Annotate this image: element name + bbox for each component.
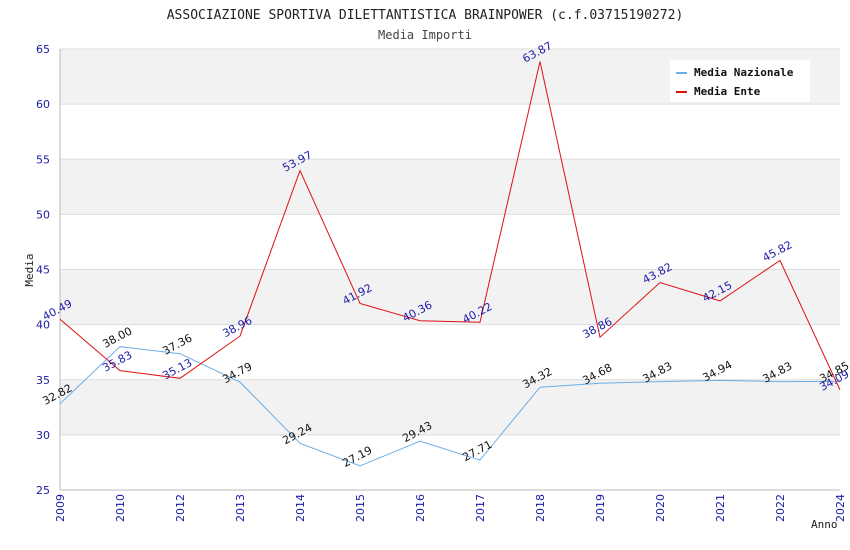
y-tick-label: 40 [36,319,50,332]
grid-band [60,379,840,435]
chart-title: ASSOCIAZIONE SPORTIVA DILETTANTISTICA BR… [167,8,684,23]
axes [59,49,840,491]
x-axis-title: Anno [811,518,838,531]
data-label: 35.83 [100,348,134,374]
x-tick-label: 2015 [354,494,367,522]
x-tick-label: 2018 [534,494,547,522]
x-axis-ticks: 2009 2010 2012 2013 2014 2015 2016 2017 2018 2019… [54,494,847,522]
y-tick-label: 30 [36,429,50,442]
legend-box [670,60,810,102]
data-label: 27.71 [460,438,494,464]
y-axis-title: Media [23,253,36,286]
grid-band [60,269,840,325]
data-label: 27.19 [340,444,374,470]
data-label: 38.00 [100,324,134,350]
y-tick-label: 35 [36,374,50,387]
x-tick-label: 2019 [594,494,607,522]
x-tick-label: 2017 [474,494,487,522]
x-tick-label: 2014 [294,494,307,522]
y-axis-ticks: 25 30 35 40 45 50 55 60 65 [36,43,50,497]
legend: Media Nazionale Media Ente [670,60,810,102]
x-tick-label: 2013 [234,494,247,522]
x-tick-label: 2024 [834,494,847,522]
chart-subtitle: Media Importi [378,28,472,42]
series-line-media-ente [59,61,841,391]
x-tick-label: 2009 [54,494,67,522]
x-tick-label: 2012 [174,494,187,522]
y-tick-label: 25 [36,484,50,497]
grid-bands [60,49,840,435]
y-tick-label: 65 [36,43,50,56]
legend-label: Media Ente [694,85,761,98]
y-tick-label: 55 [36,153,50,166]
grid-band [60,159,840,215]
y-tick-label: 45 [36,264,50,277]
x-tick-label: 2022 [774,494,787,522]
series-lines [59,61,841,467]
x-tick-label: 2021 [714,494,727,522]
y-tick-label: 50 [36,208,50,221]
y-tick-label: 60 [36,98,50,111]
x-tick-label: 2010 [114,494,127,522]
series-line-media-nazionale [59,346,841,467]
data-label: 45.82 [760,238,794,264]
x-tick-label: 2016 [414,494,427,522]
legend-label: Media Nazionale [694,66,794,79]
x-tick-label: 2020 [654,494,667,522]
